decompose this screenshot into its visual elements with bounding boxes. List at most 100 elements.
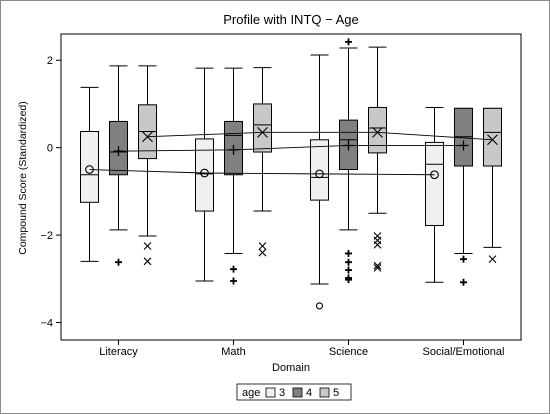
box-body (195, 138, 214, 212)
mean-marker-age-4 (113, 146, 124, 157)
legend-title: age (242, 387, 260, 399)
box-age-5-1 (253, 67, 272, 212)
outlier-point (345, 276, 352, 284)
outlier-point-shape (460, 278, 467, 286)
mean-marker-age-5 (257, 126, 268, 138)
outlier-point (143, 257, 152, 266)
x-tick-label: Math (221, 346, 245, 358)
legend-label-age-5: 5 (333, 387, 339, 399)
legend: age 3 4 5 (236, 383, 352, 401)
mean-line-age-4 (118, 145, 464, 152)
mean-marker-age-3 (430, 170, 439, 180)
x-tick-label: Literacy (99, 346, 138, 358)
legend-swatch-age-3 (265, 387, 276, 398)
box-age-3-0 (80, 86, 99, 262)
outlier-point-shape (345, 249, 352, 257)
mean-marker-age-5-shape (257, 126, 268, 138)
box-age-3-1 (195, 67, 214, 282)
outlier-point-shape (373, 240, 382, 249)
mean-marker-age-5-shape (372, 126, 383, 138)
box-body (368, 106, 387, 154)
outlier-point (345, 38, 352, 46)
x-tick-label: Social/Emotional (423, 346, 505, 358)
mean-marker-age-3 (85, 165, 94, 174)
outlier-point-shape (373, 263, 382, 272)
mean-marker-age-4 (228, 144, 239, 155)
outlier-point (143, 242, 152, 250)
outlier-point (488, 255, 497, 264)
mean-line-age-3 (89, 169, 435, 176)
mean-marker-age-3 (315, 169, 324, 179)
outlier-point-shape (115, 258, 122, 266)
legend-swatch-age-4 (292, 387, 303, 398)
mean-line-age-5 (147, 131, 493, 141)
outlier-point-shape (345, 276, 352, 284)
legend-swatch-age-5 (319, 387, 330, 398)
mean-marker-age-3-shape (200, 168, 209, 178)
outlier-point-shape (230, 265, 237, 273)
outlier-point (230, 265, 237, 273)
legend-label-age-3: 3 (279, 387, 285, 399)
y-tick-label: −2 (40, 230, 53, 242)
outlier-point (258, 248, 267, 257)
outlier-point (373, 261, 382, 270)
box-body (483, 107, 502, 167)
outlier-point (460, 278, 467, 286)
outlier-point (258, 242, 267, 250)
box-body (253, 103, 272, 153)
outlier-point-shape (258, 248, 267, 257)
box-age-5-3 (483, 107, 502, 248)
mean-marker-age-5-shape (142, 131, 153, 143)
outlier-point-shape (373, 261, 382, 270)
mean-marker-age-5 (487, 134, 498, 146)
mean-marker-age-4-shape (458, 140, 469, 151)
outlier-point-shape (345, 266, 352, 274)
y-tick-label: 0 (47, 143, 53, 155)
x-axis-label: Domain (272, 362, 310, 374)
outlier-point (315, 302, 324, 310)
box-body (80, 130, 99, 203)
legend-label-age-4: 4 (306, 387, 312, 399)
mean-marker-age-4-shape (228, 144, 239, 155)
mean-marker-age-3-shape (315, 169, 324, 179)
mean-marker-age-5 (372, 126, 383, 138)
box-age-4-3 (454, 107, 473, 254)
mean-marker-age-3 (200, 168, 209, 178)
outlier-point (345, 266, 352, 274)
mean-marker-age-4-shape (113, 146, 124, 157)
box-age-5-2 (368, 46, 387, 214)
mean-marker-age-3-shape (85, 165, 94, 174)
y-tick-label: −4 (40, 318, 53, 330)
outlier-point-shape (143, 257, 152, 266)
mean-marker-age-5-shape (487, 134, 498, 146)
x-tick-label: Science (329, 346, 368, 358)
outlier-point (115, 258, 122, 266)
outlier-point-shape (345, 38, 352, 46)
mean-marker-age-4-shape (343, 140, 354, 151)
outlier-point (373, 263, 382, 272)
outlier-point-shape (488, 255, 497, 264)
outlier-point (230, 277, 237, 285)
outlier-point-shape (230, 277, 237, 285)
outlier-point-shape (345, 258, 352, 266)
box-age-5-0 (138, 65, 157, 237)
outlier-point (460, 255, 467, 263)
plot-area: −4 −2 0 2 Literacy Math Science Social/Emotiona… (40, 33, 522, 358)
outlier-point-shape (460, 255, 467, 263)
mean-marker-age-4 (458, 140, 469, 151)
plot-border (60, 33, 522, 341)
chart-title: Profile with INTQ − Age (223, 12, 358, 27)
outlier-point-shape (143, 242, 152, 250)
box-body (425, 141, 444, 226)
outlier-point (345, 258, 352, 266)
y-axis-label: Compound Score (Standardized) (17, 101, 29, 255)
outlier-point-shape (258, 242, 267, 250)
outlier-point (373, 240, 382, 249)
box-age-3-3 (425, 106, 444, 283)
mean-marker-age-5 (142, 131, 153, 143)
outlier-point-shape (315, 302, 324, 310)
mean-marker-age-3-shape (430, 170, 439, 180)
outlier-point (345, 249, 352, 257)
y-tick-label: 2 (47, 55, 53, 67)
